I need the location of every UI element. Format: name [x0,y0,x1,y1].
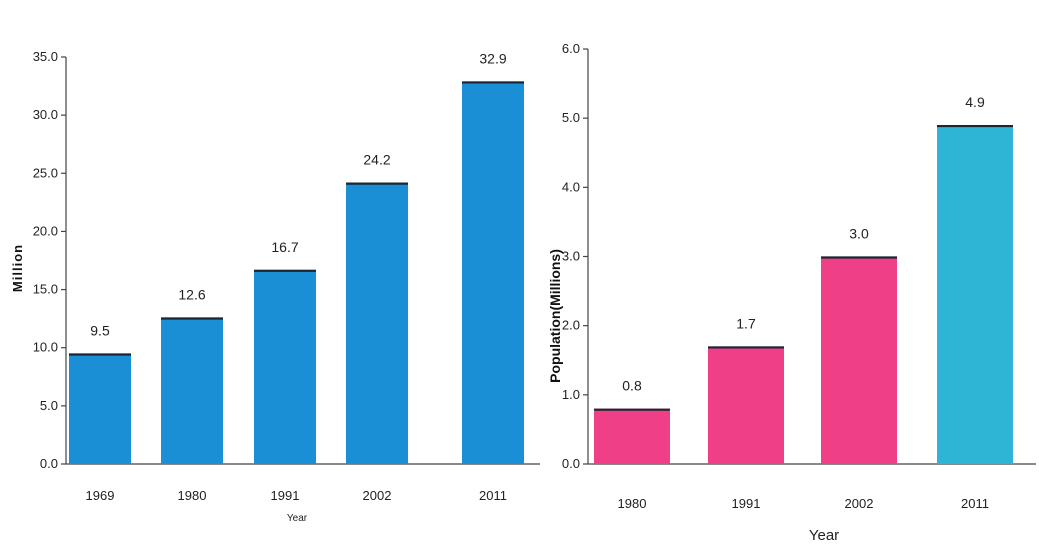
left-data-label: 32.9 [479,50,506,66]
right-data-label: 0.8 [622,378,642,394]
right-x-tick-label: 2011 [961,496,989,511]
left-bar-1969 [69,353,131,464]
right-y-tick-label: 2.0 [562,318,580,333]
left-y-tick-label: 25.0 [33,165,58,180]
right-y-tick-label: 1.0 [562,387,580,402]
left-x-axis-label: Year [287,513,308,524]
left-y-tick-label: 30.0 [33,107,58,122]
right-bar-1991 [708,346,784,464]
left-y-tick-label: 10.0 [33,340,58,355]
chart-right: Population(Millions) Year 0.0 1.0 2.0 3.0 4.… [547,41,1036,544]
left-x-tick-label: 1980 [178,488,207,503]
right-y-axis-label: Population(Millions) [547,249,563,383]
left-x-tick-label: 1991 [271,488,300,503]
right-x-tick-label: 2002 [845,496,874,511]
left-y-tick-label: 35.0 [33,49,58,64]
right-bar-1980 [594,408,670,464]
left-x-tick-label: 2011 [479,488,507,503]
left-y-tick-label: 20.0 [33,223,58,238]
left-data-label: 24.2 [363,152,390,168]
left-x-tick-label: 1969 [86,488,115,503]
right-data-label: 1.7 [736,315,756,331]
right-y-tick-label: 5.0 [562,110,580,125]
right-bar-2011 [937,125,1013,464]
right-x-tick-label: 1991 [732,496,761,511]
left-bar-2002 [346,182,408,465]
left-y-tick-label: 0.0 [40,456,58,471]
chart-left: Million Year 0.0 5.0 10.0 15.0 20.0 25.0 30.0 3… [10,49,540,524]
left-bar-1980 [161,317,223,464]
left-x-tick-label: 2002 [363,488,392,503]
left-y-axis-label: Million [10,244,25,292]
left-data-label: 9.5 [90,323,110,339]
left-data-label: 16.7 [271,239,298,255]
left-data-label: 12.6 [178,286,205,302]
left-bar-2011 [462,81,524,465]
right-bar-2002 [821,256,897,464]
right-y-tick-label: 3.0 [562,249,580,264]
right-y-tick-label: 6.0 [562,41,580,56]
right-data-label: 4.9 [965,94,985,110]
left-y-tick-label: 15.0 [33,282,58,297]
right-x-tick-label: 1980 [618,496,647,511]
right-x-axis-label: Year [809,527,839,544]
right-y-tick-label: 4.0 [562,179,580,194]
right-y-tick-label: 0.0 [562,456,580,471]
right-data-label: 3.0 [849,226,869,242]
left-bar-1991 [254,269,316,464]
left-y-tick-label: 5.0 [40,398,58,413]
